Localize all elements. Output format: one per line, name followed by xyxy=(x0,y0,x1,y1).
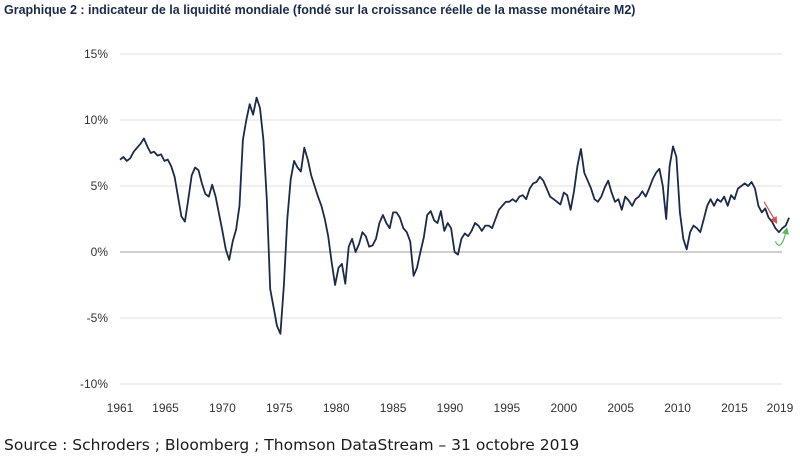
x-tick-label: 2019 xyxy=(767,401,794,415)
green-up-arrow xyxy=(774,227,790,246)
x-tick-label: 1970 xyxy=(209,401,236,415)
x-tick-label: 2000 xyxy=(550,401,577,415)
series-line xyxy=(119,96,790,335)
red-down-arrow xyxy=(763,201,778,224)
annotations xyxy=(763,201,790,246)
chart-title: Graphique 2 : indicateur de la liquidité… xyxy=(4,3,636,17)
x-tick-label: 1965 xyxy=(152,401,179,415)
y-axis-ticks: -10% -5% 0% 5% 10% 15% xyxy=(80,47,108,391)
x-tick-label: 2015 xyxy=(721,401,748,415)
source-note: Source : Schroders ; Bloomberg ; Thomson… xyxy=(4,436,580,454)
y-tick-label: -5% xyxy=(87,311,109,325)
x-tick-label: 1985 xyxy=(380,401,407,415)
y-tick-label: 5% xyxy=(91,179,109,193)
x-tick-label: 2010 xyxy=(664,401,691,415)
series-group xyxy=(119,96,790,335)
y-tick-label: 0% xyxy=(91,245,109,259)
x-tick-label: 2005 xyxy=(607,401,634,415)
y-tick-label: -10% xyxy=(80,377,108,391)
y-tick-label: 10% xyxy=(84,113,108,127)
x-axis-ticks: 1961 1965 1970 1975 1980 1985 1990 1995 2000 2005… xyxy=(107,401,794,415)
x-tick-label: 1961 xyxy=(107,401,134,415)
y-tick-label: 15% xyxy=(84,47,108,61)
x-tick-label: 1980 xyxy=(323,401,350,415)
x-tick-label: 1990 xyxy=(437,401,464,415)
x-tick-label: 1975 xyxy=(266,401,293,415)
chart: -10%-5%0%5%10%15% 1961 1965 1970 1975 1980 19… xyxy=(80,47,794,415)
x-tick-label: 1995 xyxy=(494,401,521,415)
